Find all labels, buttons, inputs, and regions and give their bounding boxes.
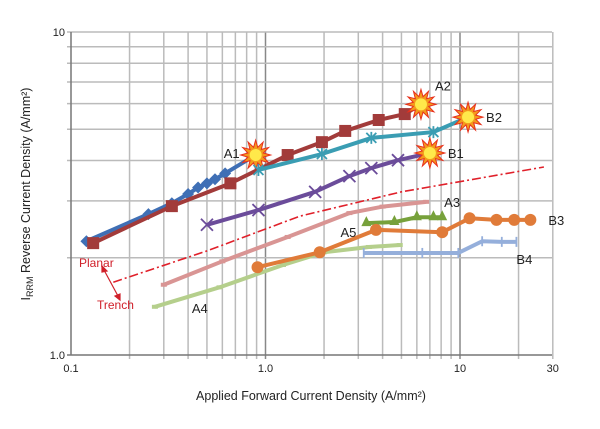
data-point (165, 200, 178, 213)
y-axis-title-rest: Reverse Current Density (A/mm²) (19, 88, 33, 277)
data-point (389, 215, 400, 226)
y-axis-title-sub: RRM (25, 276, 35, 297)
data-point (251, 203, 266, 217)
series-b3 (251, 212, 537, 274)
data-point (251, 261, 264, 274)
data-point (361, 216, 372, 227)
data-point (342, 169, 357, 183)
data-point (192, 181, 205, 194)
series-label-a4: A4 (192, 301, 208, 316)
explosion-star-core (414, 98, 427, 111)
data-point (200, 218, 214, 232)
data-point (490, 213, 503, 226)
y-axis-title-main: I (19, 297, 33, 300)
trench-annotation: Trench (97, 298, 134, 312)
data-point (87, 237, 100, 250)
series-a5 (361, 210, 448, 227)
series-b1 (200, 136, 447, 232)
data-point (252, 163, 265, 176)
explosion-star-core (249, 149, 262, 162)
data-point (370, 223, 383, 236)
data-point (411, 210, 422, 221)
series-label-b3: B3 (548, 213, 564, 228)
explosion-star-core (462, 111, 475, 124)
series-label-b2: B2 (486, 110, 502, 125)
data-point (398, 108, 411, 121)
data-point (436, 226, 449, 239)
data-point (281, 149, 294, 162)
series-b4 (362, 236, 518, 258)
data-point (372, 114, 385, 127)
series-label-b1: B1 (448, 146, 464, 161)
series-a3 (160, 199, 430, 287)
x-tick-label: 1.0 (258, 363, 273, 375)
series-label-a5: A5 (340, 225, 356, 240)
data-point (508, 213, 521, 226)
data-point (219, 167, 232, 180)
series-label-a2: A2 (435, 78, 451, 93)
x-tick-label: 30 (547, 363, 559, 375)
y-axis-title: IRRM Reverse Current Density (A/mm²) (19, 88, 35, 301)
data-point (524, 213, 537, 226)
series-a1 (80, 138, 273, 248)
x-tick-label: 10 (454, 363, 466, 375)
axes: 0.1 1.0 10 301.010 (50, 27, 559, 375)
data-point (313, 246, 326, 259)
grid (67, 31, 554, 359)
data-point (428, 210, 439, 221)
svg-text:IRRM Reverse Current Density (: IRRM Reverse Current Density (A/mm²) (19, 88, 35, 301)
series-line (363, 239, 517, 255)
data-point (316, 148, 328, 161)
data-point (209, 173, 222, 186)
series-b2 (252, 100, 485, 176)
series-label-a1: A1 (224, 146, 240, 161)
series-label-b4: B4 (516, 252, 532, 267)
planar-annotation: Planar (79, 256, 114, 270)
labels-group: A1 A2 B2 B1 A3 A4 A5 B3 B4 (192, 78, 564, 315)
data-point (364, 161, 378, 175)
series-a4 (151, 243, 403, 309)
series-line (163, 199, 427, 287)
y-tick-label: 1.0 (50, 350, 65, 362)
x-axis-title: Applied Forward Current Density (A/mm²) (196, 389, 426, 403)
data-point (437, 210, 448, 221)
explosion-star-core (423, 147, 436, 160)
data-point (365, 131, 377, 144)
x-tick-label: 0.1 (63, 363, 78, 375)
data-point (463, 212, 476, 225)
series-line (154, 243, 400, 309)
data-point (200, 177, 213, 190)
data-point (339, 124, 352, 137)
series-a2 (87, 87, 438, 250)
data-point (224, 177, 237, 190)
data-point (308, 185, 322, 199)
data-point (391, 153, 405, 167)
data-point (315, 136, 328, 149)
y-tick-label: 10 (53, 27, 65, 39)
series-group (80, 87, 537, 309)
series-label-a3: A3 (444, 195, 460, 210)
data-point (427, 126, 440, 139)
planar-trench-arrows (101, 264, 121, 302)
